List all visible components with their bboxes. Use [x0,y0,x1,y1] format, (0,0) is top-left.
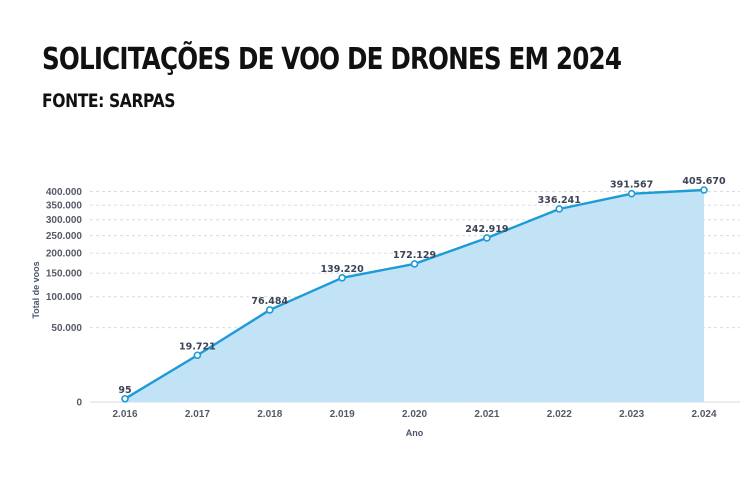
y-tick-label: 200.000 [46,249,83,260]
area-layer [125,190,704,402]
y-axis-label: Total de voos [31,261,41,318]
y-tick-label: 100.000 [46,292,83,303]
data-labels: 95 19.721 76.484 139.220 172.129 242.919 336.2… [118,176,726,396]
x-tick-label: 2.021 [474,409,499,420]
x-tick-label: 2.017 [185,409,210,420]
markers-layer [121,186,708,403]
y-tick-label: 150.000 [46,269,83,280]
data-point [483,234,491,242]
data-point [627,189,636,198]
data-point [555,205,564,213]
chart-title: SOLICITAÇÕES DE VOO DE DRONES EM 2024 [42,42,622,77]
x-tick-label: 2.024 [691,409,716,420]
data-point [410,260,419,268]
x-tick-label: 2.019 [330,409,355,420]
x-axis-ticks: 2.016 2.017 2.018 2.019 2.020 2.021 2.022 2.023… [112,409,716,420]
x-axis-label: Ano [406,428,424,438]
y-tick-label: 300.000 [46,215,83,226]
x-tick-label: 2.020 [402,409,427,420]
y-tick-label: 350.000 [46,201,83,212]
y-tick-label: 0 [76,398,82,409]
data-point [193,351,202,360]
x-tick-label: 2.016 [112,409,137,420]
y-tick-label: 250.000 [46,231,83,242]
data-label: 172.129 [393,250,436,261]
data-label: 139.220 [320,264,364,275]
x-tick-label: 2.023 [619,409,644,420]
data-label: 405.670 [682,176,726,187]
data-label: 391.567 [610,180,653,191]
chart-subtitle: FONTE: SARPAS [42,90,176,112]
x-tick-label: 2.018 [257,409,282,420]
data-label: 76.484 [251,296,288,307]
data-point [338,274,346,282]
data-label: 242.919 [465,224,508,235]
x-tick-label: 2.022 [547,409,572,420]
y-tick-label: 400.000 [46,187,83,198]
area-fill [125,190,704,402]
y-axis-ticks: 0 50.000 100.000 150.000 200.000 250.000 300.0… [46,187,83,409]
data-point [121,394,129,403]
data-label: 336.241 [538,195,581,206]
data-point [700,186,708,194]
data-label: 19.721 [179,341,216,352]
data-point [265,306,274,314]
data-label: 95 [118,385,131,396]
y-tick-label: 50.000 [51,323,82,334]
